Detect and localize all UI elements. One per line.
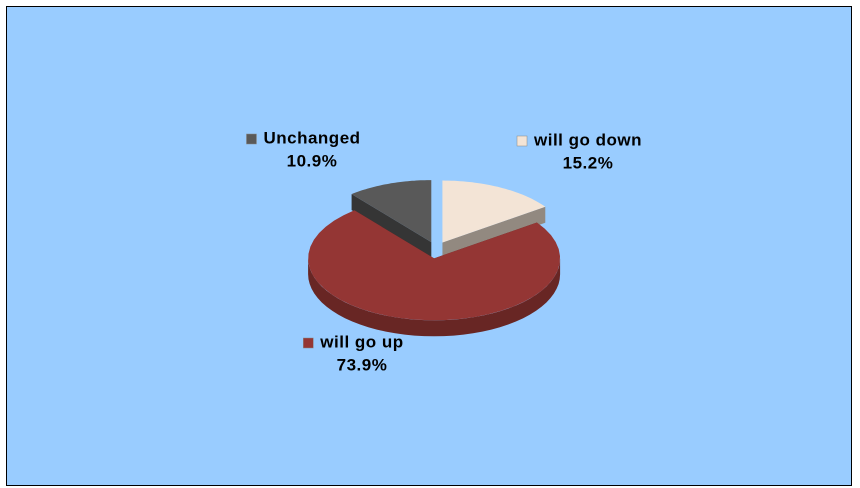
data-label-name: will go down: [533, 130, 642, 149]
data-label: 10.9%: [287, 151, 338, 170]
data-label-name: will go up: [319, 332, 403, 351]
legend-key: [246, 133, 257, 145]
slice: [351, 180, 432, 243]
legend-key: [303, 337, 314, 349]
slice: [308, 210, 560, 321]
slice-wall: [351, 194, 432, 259]
data-label: 73.9%: [337, 355, 388, 374]
slice-wall: [442, 206, 546, 259]
data-label: 15.2%: [563, 153, 614, 172]
slice: [442, 180, 546, 243]
slice-side: [308, 258, 561, 337]
data-label-name: Unchanged: [263, 128, 360, 147]
legend-key: [516, 135, 528, 147]
